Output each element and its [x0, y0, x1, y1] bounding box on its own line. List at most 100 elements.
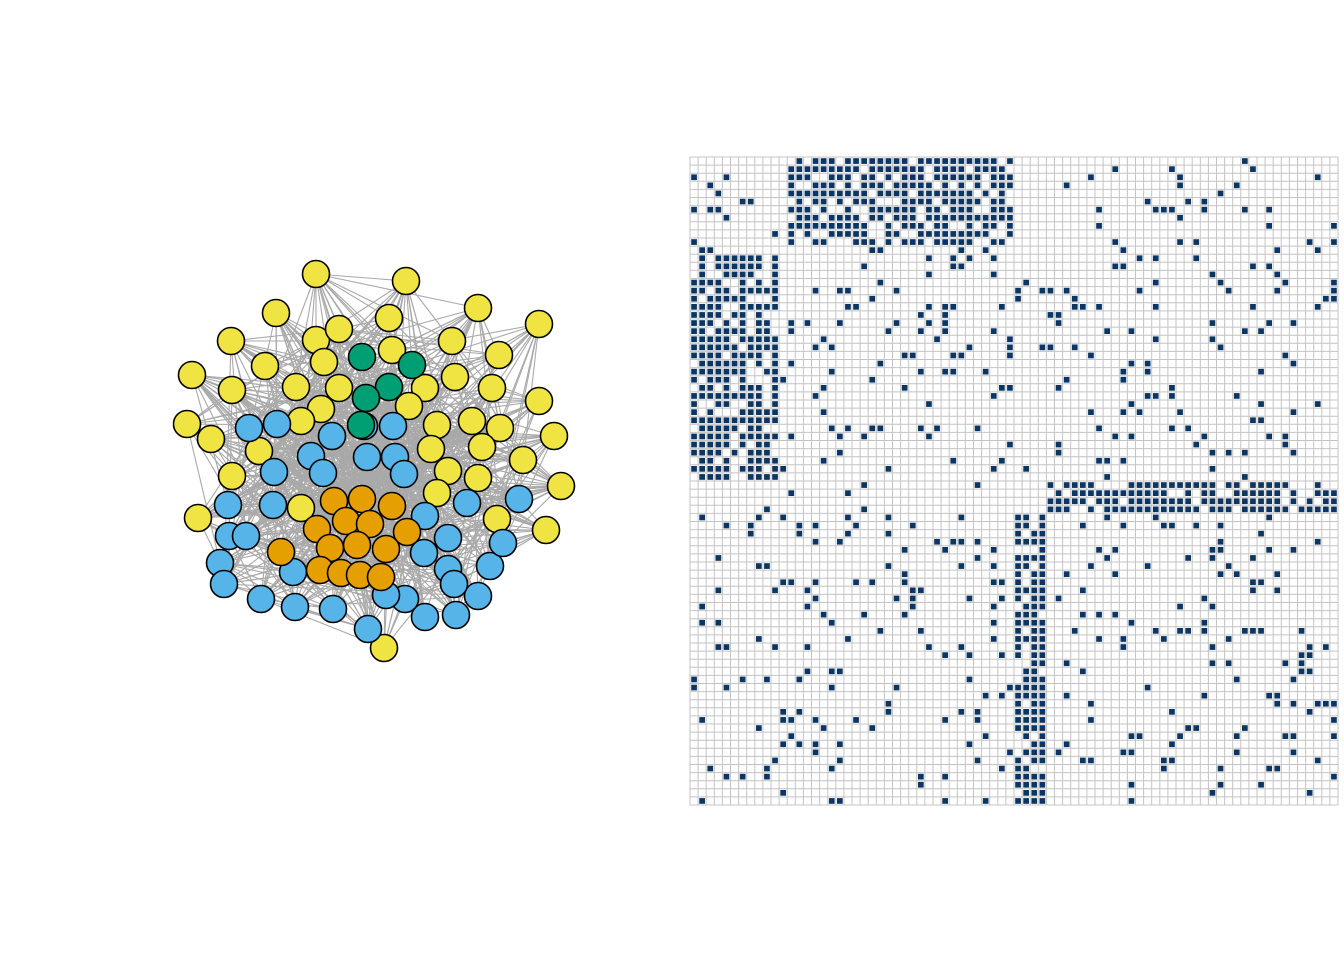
matrix-cell-filled	[788, 239, 795, 245]
matrix-cell-filled	[1088, 174, 1094, 181]
matrix-cell-filled	[1331, 717, 1337, 723]
matrix-cell-filled	[990, 166, 997, 172]
matrix-cell-filled	[1169, 498, 1175, 505]
matrix-cell-filled	[1088, 490, 1094, 496]
matrix-cell-filled	[974, 214, 981, 221]
graph-node-blue	[231, 521, 261, 551]
matrix-cell-filled	[699, 603, 705, 610]
matrix-cell-filled	[1225, 506, 1232, 513]
graph-node-blue	[246, 584, 276, 614]
matrix-cell-filled	[885, 563, 892, 569]
matrix-cell-filled	[1120, 636, 1127, 642]
matrix-cell-filled	[990, 636, 997, 642]
matrix-cell-filled	[764, 417, 770, 424]
matrix-cell-filled	[1039, 595, 1046, 602]
matrix-cell-filled	[982, 190, 989, 197]
matrix-cell-filled	[1128, 433, 1135, 440]
matrix-cell-filled	[1314, 247, 1321, 253]
graph-node-green	[347, 342, 377, 372]
matrix-cell-filled	[1250, 506, 1256, 513]
matrix-cell-filled	[1314, 304, 1321, 310]
matrix-cell-filled	[707, 457, 714, 464]
matrix-cell-filled	[739, 304, 746, 310]
matrix-cell-filled	[1314, 506, 1321, 513]
matrix-cell-filled	[885, 239, 892, 245]
matrix-cell-filled	[958, 644, 965, 650]
matrix-cell-filled	[990, 547, 997, 553]
matrix-cell-filled	[772, 295, 778, 302]
matrix-cell-filled	[1096, 490, 1102, 496]
matrix-cell-filled	[828, 765, 835, 772]
matrix-cell-filled	[1023, 538, 1029, 545]
matrix-cell-filled	[812, 522, 819, 529]
matrix-cell-filled	[1039, 692, 1046, 699]
matrix-cell-filled	[1015, 563, 1021, 569]
matrix-cell-filled	[699, 385, 705, 391]
matrix-cell-filled	[796, 158, 803, 164]
matrix-cell-filled	[731, 295, 738, 302]
matrix-cell-filled	[1039, 790, 1046, 796]
matrix-cell-filled	[691, 352, 697, 359]
matrix-cell-filled	[990, 393, 997, 399]
matrix-cell-filled	[1055, 498, 1062, 505]
matrix-cell-filled	[990, 223, 997, 229]
matrix-cell-filled	[796, 166, 803, 172]
matrix-cell-filled	[1031, 619, 1038, 626]
matrix-cell-filled	[1088, 717, 1094, 723]
matrix-cell-filled	[861, 611, 867, 618]
matrix-cell-filled	[699, 474, 705, 480]
matrix-cell-filled	[723, 466, 730, 472]
matrix-cell-filled	[966, 255, 973, 262]
matrix-cell-filled	[837, 538, 843, 545]
matrix-cell-filled	[1015, 765, 1021, 772]
matrix-cell-filled	[756, 304, 762, 310]
matrix-cell-filled	[1096, 457, 1102, 464]
matrix-cell-filled	[909, 166, 916, 172]
matrix-cell-filled	[788, 166, 795, 172]
matrix-cell-filled	[820, 158, 827, 164]
matrix-cell-filled	[739, 255, 746, 262]
matrix-cell-filled	[999, 239, 1005, 245]
matrix-cell-filled	[1047, 482, 1054, 488]
graph-node-blue	[410, 501, 440, 531]
matrix-cell-filled	[715, 328, 722, 334]
matrix-cell-filled	[853, 717, 859, 723]
matrix-cell-filled	[731, 328, 738, 334]
matrix-cell-filled	[739, 376, 746, 383]
matrix-cell-filled	[756, 393, 762, 399]
matrix-cell-filled	[990, 271, 997, 278]
matrix-cell-filled	[893, 231, 900, 237]
matrix-cell-filled	[1161, 490, 1167, 496]
matrix-cell-filled	[990, 579, 997, 586]
matrix-cell-filled	[780, 709, 786, 715]
matrix-cell-filled	[764, 344, 770, 351]
matrix-cell-filled	[869, 166, 876, 172]
matrix-cell-filled	[853, 214, 859, 221]
matrix-cell-filled	[747, 522, 754, 529]
matrix-cell-filled	[756, 320, 762, 326]
matrix-cell-filled	[1152, 304, 1159, 310]
matrix-cell-filled	[958, 538, 965, 545]
matrix-cell-filled	[1169, 482, 1175, 488]
matrix-cell-filled	[691, 206, 697, 213]
matrix-cell-filled	[780, 466, 786, 472]
matrix-cell-filled	[1144, 563, 1151, 569]
matrix-cell-filled	[869, 725, 876, 731]
matrix-cell-filled	[1152, 490, 1159, 496]
matrix-cell-filled	[1201, 628, 1208, 634]
matrix-cell-filled	[756, 328, 762, 334]
matrix-cell-filled	[1039, 717, 1046, 723]
matrix-cell-filled	[1136, 255, 1143, 262]
matrix-cell-filled	[804, 166, 811, 172]
matrix-cell-filled	[699, 304, 705, 310]
matrix-cell-filled	[1063, 287, 1070, 294]
matrix-cell-filled	[1039, 514, 1046, 521]
matrix-cell-filled	[804, 603, 811, 610]
graph-node-orange	[266, 537, 296, 567]
matrix-cell-filled	[918, 773, 924, 780]
matrix-cell-filled	[1031, 700, 1038, 707]
matrix-cell-filled	[731, 368, 738, 375]
graph-node-blue	[378, 411, 408, 441]
matrix-cell-filled	[780, 717, 786, 723]
matrix-cell-filled	[764, 765, 770, 772]
